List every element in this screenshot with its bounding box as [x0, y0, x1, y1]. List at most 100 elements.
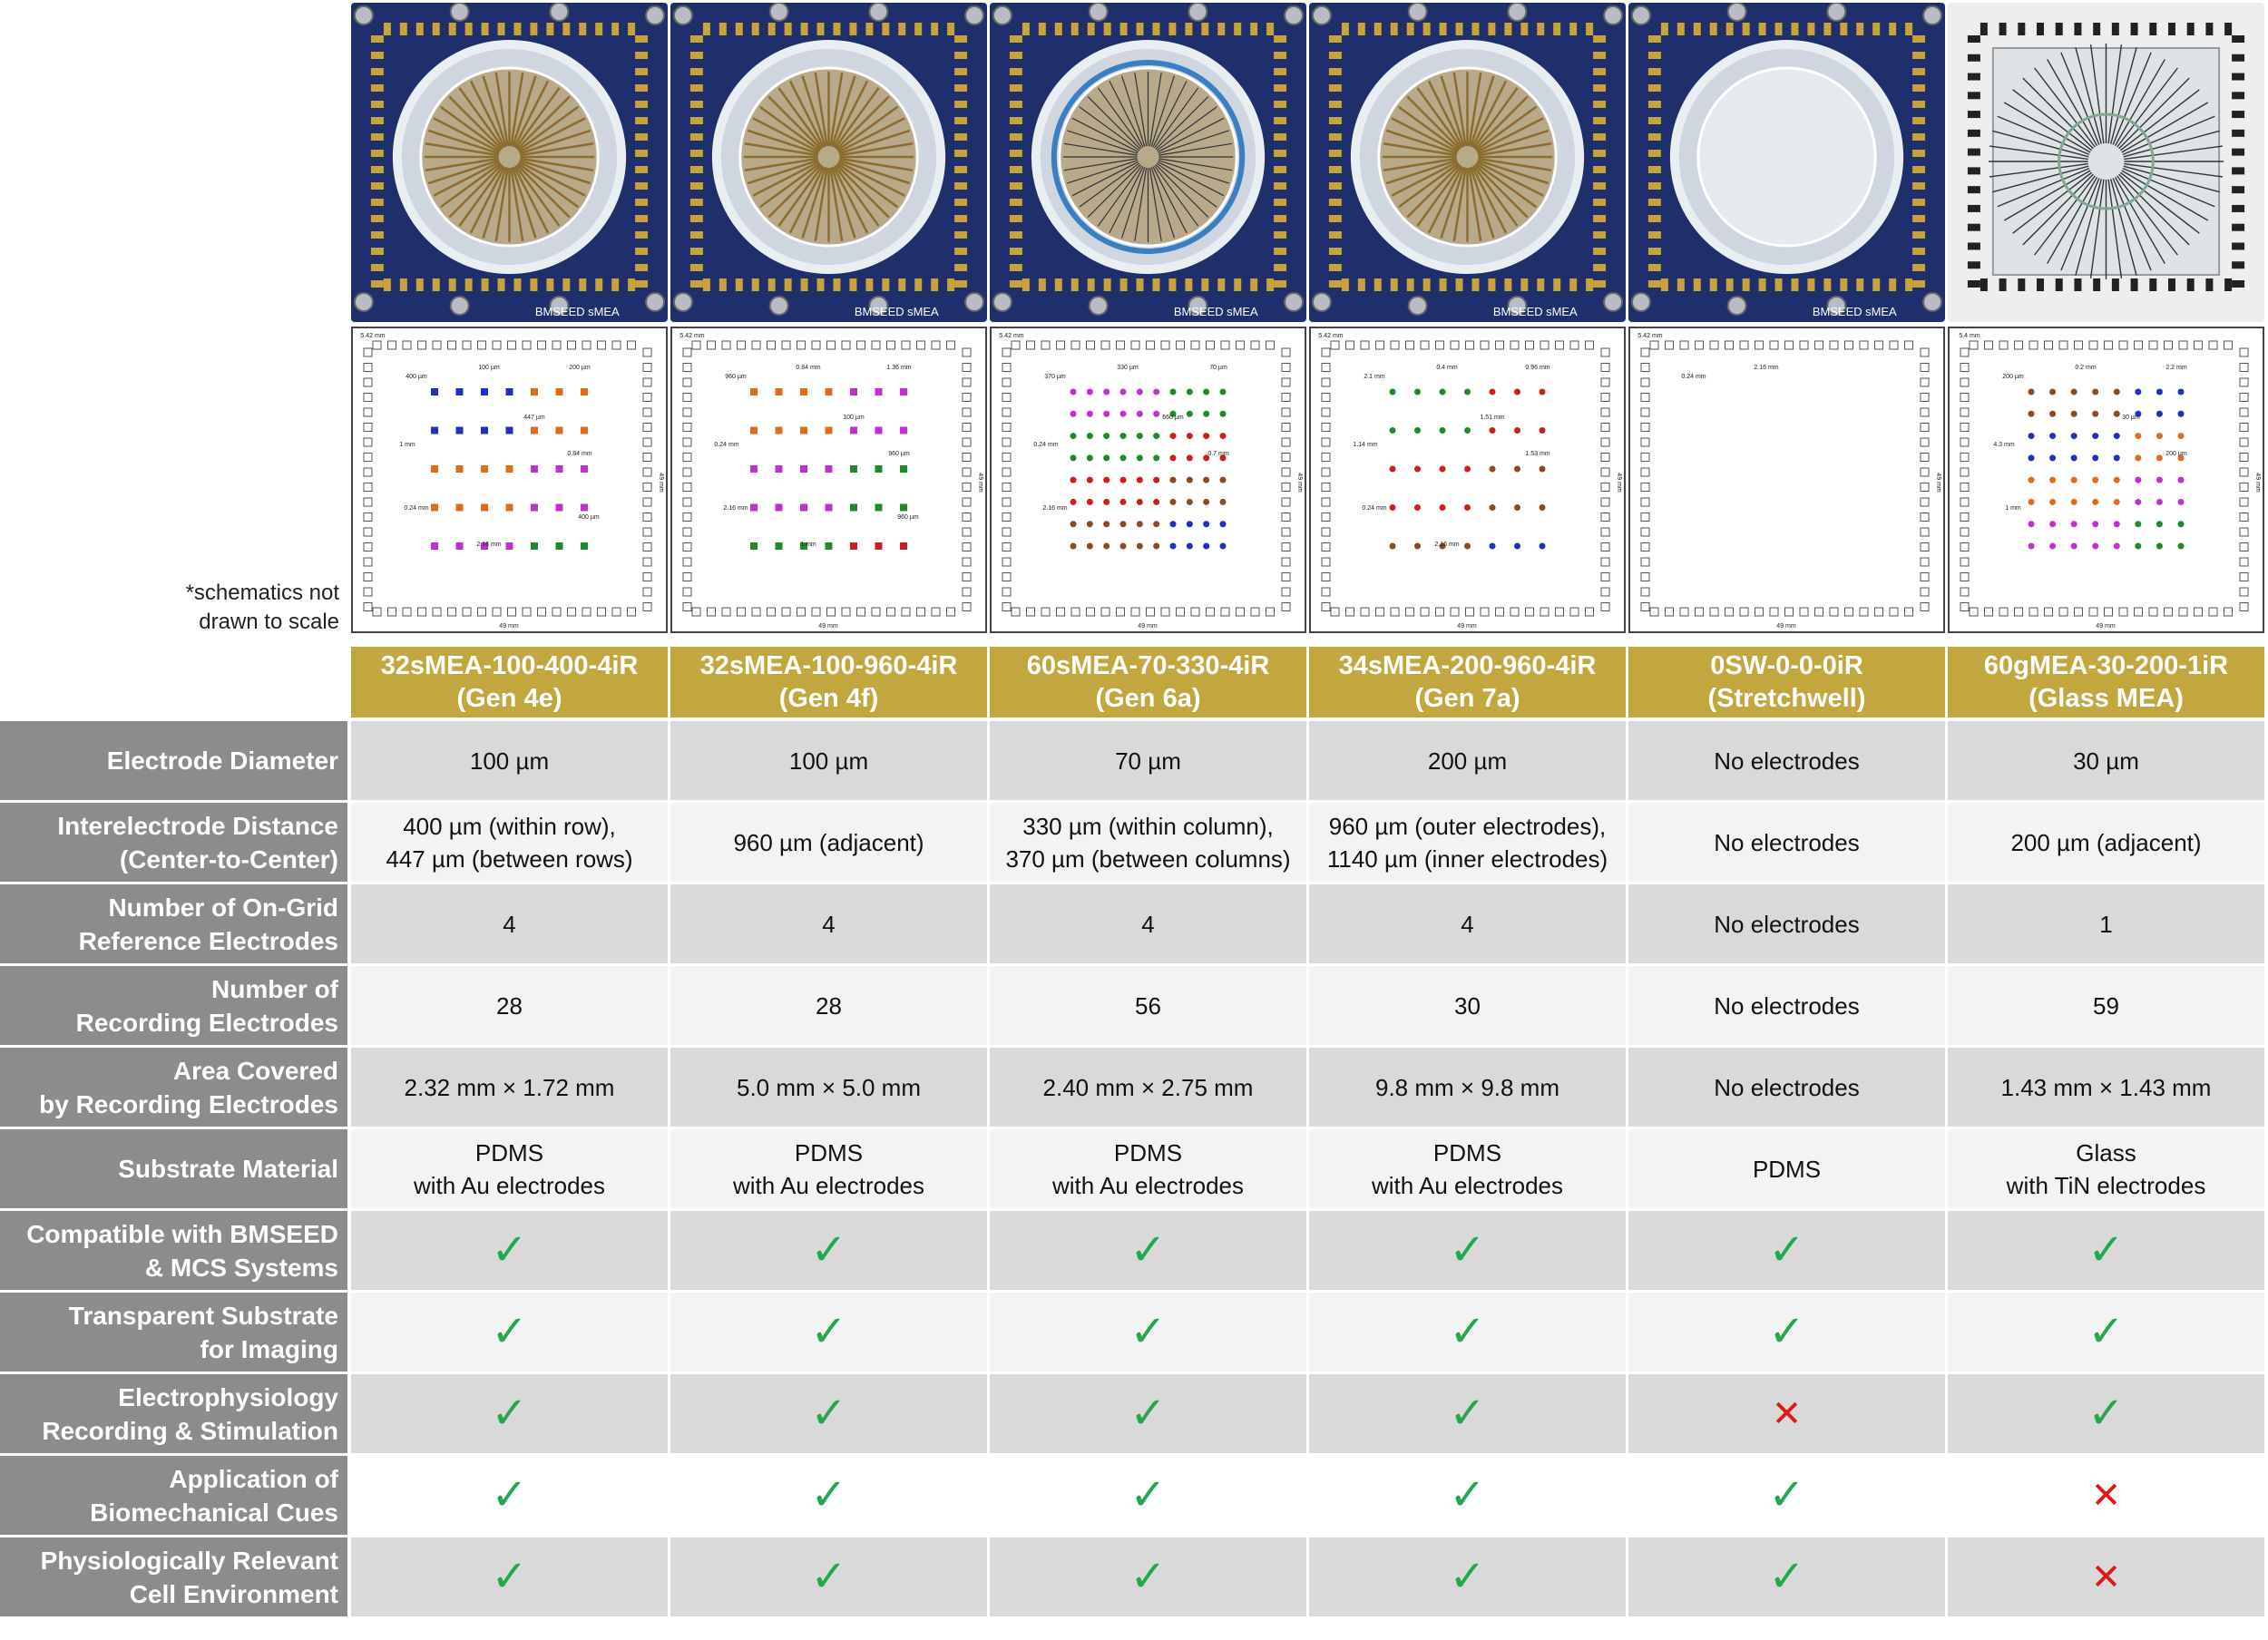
schematic-dimension-label: 100 µm	[478, 365, 500, 371]
device-generation: (Gen 7a)	[1414, 684, 1520, 713]
table-cell: ✓	[990, 1293, 1306, 1372]
schematic-dimension-label: 200 µm	[2002, 374, 2024, 380]
check-mark-icon: ✓	[1449, 1225, 1486, 1274]
schematic-side-dimension: 49 mm	[1616, 473, 1622, 493]
check-mark-icon: ✓	[1449, 1307, 1486, 1356]
column-header-text: 60sMEA-70-330-4iR (Gen 6a)	[1027, 649, 1270, 715]
cell-line: 1	[2099, 910, 2113, 938]
table-cell: 2.32 mm × 1.72 mm	[351, 1048, 668, 1127]
table-cell: 28	[670, 966, 987, 1045]
row-label: Physiologically Relevant Cell Environment	[0, 1538, 347, 1616]
table-cell: ✓	[1309, 1374, 1626, 1453]
schematic-dimension-label: 100 µm	[843, 415, 865, 421]
cell-line: No electrodes	[1714, 910, 1860, 938]
schematic-dimension-label: 0.96 mm	[1525, 365, 1549, 371]
table-cell: ✓	[1948, 1374, 2264, 1453]
check-mark-icon: ✓	[810, 1552, 847, 1601]
cross-mark-icon: ✕	[2090, 1557, 2122, 1597]
cell-text: 2.32 mm × 1.72 mm	[405, 1071, 615, 1104]
row-label-text: Application of Biomechanical Cues	[90, 1462, 338, 1529]
electrode-schematic: 5.4 mm 49 mm 49 mm 200 µm 0.2 mm 2.2 mm 30 µm 2…	[1948, 327, 2264, 633]
table-cell: ✓	[1628, 1456, 1945, 1535]
table-cell: 56	[990, 966, 1306, 1045]
cell-line: 9.8 mm × 9.8 mm	[1375, 1073, 1559, 1101]
row-label: Electrode Diameter	[0, 721, 347, 800]
table-cell: 9.8 mm × 9.8 mm	[1309, 1048, 1626, 1127]
cell-text: No electrodes	[1714, 826, 1859, 859]
table-cell: ✓	[1309, 1211, 1626, 1290]
check-mark-icon: ✓	[2087, 1225, 2125, 1274]
cell-text: PDMS with Au electrodes	[414, 1137, 605, 1202]
table-cell: PDMS with Au electrodes	[990, 1129, 1306, 1208]
check-mark-icon: ✓	[491, 1225, 528, 1274]
table-cell: ✕	[1628, 1374, 1945, 1453]
check-mark-icon: ✓	[1129, 1470, 1167, 1519]
row-label-text: Substrate Material	[118, 1152, 338, 1186]
cell-line: with TiN electrodes	[2006, 1171, 2206, 1199]
cross-mark-icon: ✕	[2090, 1475, 2122, 1516]
cell-line: 200 µm	[1427, 747, 1508, 775]
schematic-top-dimension: 5.42 mm	[1318, 333, 1343, 339]
table-cell: No electrodes	[1628, 966, 1945, 1045]
row-label-line: Biomechanical Cues	[90, 1498, 338, 1527]
cell-line: 4	[822, 910, 836, 938]
table-cell: 1.43 mm × 1.43 mm	[1948, 1048, 2264, 1127]
check-mark-icon: ✓	[1768, 1552, 1805, 1601]
table-cell: 70 µm	[990, 721, 1306, 800]
row-label-line: Recording & Stimulation	[42, 1416, 338, 1445]
cell-line: with Au electrodes	[1371, 1171, 1563, 1199]
schematic-dimension-label: 200 µm	[569, 365, 591, 371]
schematic-dimension-label: 960 µm	[897, 514, 919, 521]
table-cell: 400 µm (within row), 447 µm (between rows…	[351, 803, 668, 882]
cell-line: No electrodes	[1714, 991, 1860, 1020]
schematic-top-dimension: 5.42 mm	[1637, 333, 1662, 339]
row-label-text: Physiologically Relevant Cell Environment	[41, 1544, 338, 1611]
row-label-text: Compatible with BMSEED & MCS Systems	[26, 1217, 338, 1284]
check-mark-icon: ✓	[1768, 1225, 1805, 1274]
table-cell: ✓	[990, 1538, 1306, 1616]
table-cell: ✓	[1948, 1293, 2264, 1372]
row-label-text: Number of Recording Electrodes	[76, 972, 338, 1040]
cell-line: 59	[2093, 991, 2119, 1020]
row-label-line: (Center-to-Center)	[119, 844, 338, 874]
schematic-dimension-label: 370 µm	[1044, 374, 1066, 380]
schematic-dimension-label: 2.16 mm	[476, 542, 501, 548]
table-cell: 200 µm	[1309, 721, 1626, 800]
table-cell: 200 µm (adjacent)	[1948, 803, 2264, 882]
table-cell: No electrodes	[1628, 884, 1945, 963]
device-generation: (Gen 4f)	[778, 684, 879, 713]
device-photo: BMSEED sMEA	[1309, 3, 1626, 322]
table-cell: ✓	[670, 1538, 987, 1616]
cell-text: 9.8 mm × 9.8 mm	[1375, 1071, 1559, 1104]
table-cell: 100 µm	[351, 721, 668, 800]
schematic-dimension-label: 0.84 mm	[567, 451, 591, 457]
column-header: 32sMEA-100-960-4iR (Gen 4f)	[670, 647, 987, 718]
schematic-top-dimension: 5.42 mm	[360, 333, 385, 339]
cell-line: 28	[816, 991, 842, 1020]
check-mark-icon: ✓	[1768, 1470, 1805, 1519]
row-label-line: by Recording Electrodes	[39, 1089, 338, 1118]
device-photo: BMSEED sMEA	[1628, 3, 1945, 322]
cell-line: PDMS	[474, 1138, 544, 1167]
schematic-dimension-label: 0.7 mm	[1207, 451, 1229, 457]
cell-line: PDMS	[1432, 1138, 1502, 1167]
device-generation: (Gen 6a)	[1095, 684, 1201, 713]
row-label-line: Application of	[169, 1464, 338, 1493]
check-mark-icon: ✓	[810, 1307, 847, 1356]
column-header-text: 34sMEA-200-960-4iR (Gen 7a)	[1339, 649, 1597, 715]
check-mark-icon: ✓	[810, 1470, 847, 1519]
row-label: Number of Recording Electrodes	[0, 966, 347, 1045]
schematic-side-dimension: 49 mm	[1296, 473, 1303, 493]
table-cell: ✓	[351, 1374, 668, 1453]
device-generation: (Gen 4e)	[456, 684, 562, 713]
table-cell: ✓	[990, 1456, 1306, 1535]
cell-text: 4	[1141, 908, 1154, 941]
cell-line: 30	[1454, 991, 1481, 1020]
row-label-line: Substrate Material	[118, 1155, 338, 1183]
table-cell: 4	[670, 884, 987, 963]
table-cell: ✓	[670, 1211, 987, 1290]
schematic-dimension-label: 4.3 mm	[1993, 442, 2015, 448]
schematic-dimension-label: 30 µm	[2122, 415, 2140, 421]
cell-line: with Au electrodes	[1051, 1171, 1244, 1199]
row-label-text: Electrode Diameter	[107, 744, 338, 777]
